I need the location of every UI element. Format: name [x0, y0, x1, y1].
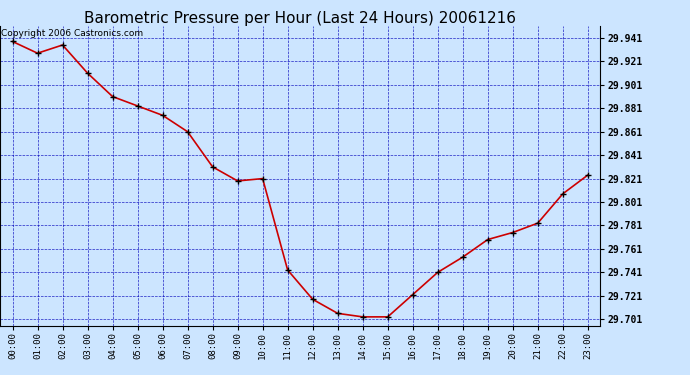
Text: Copyright 2006 Castronics.com: Copyright 2006 Castronics.com: [1, 29, 144, 38]
Text: Barometric Pressure per Hour (Last 24 Hours) 20061216: Barometric Pressure per Hour (Last 24 Ho…: [84, 11, 516, 26]
